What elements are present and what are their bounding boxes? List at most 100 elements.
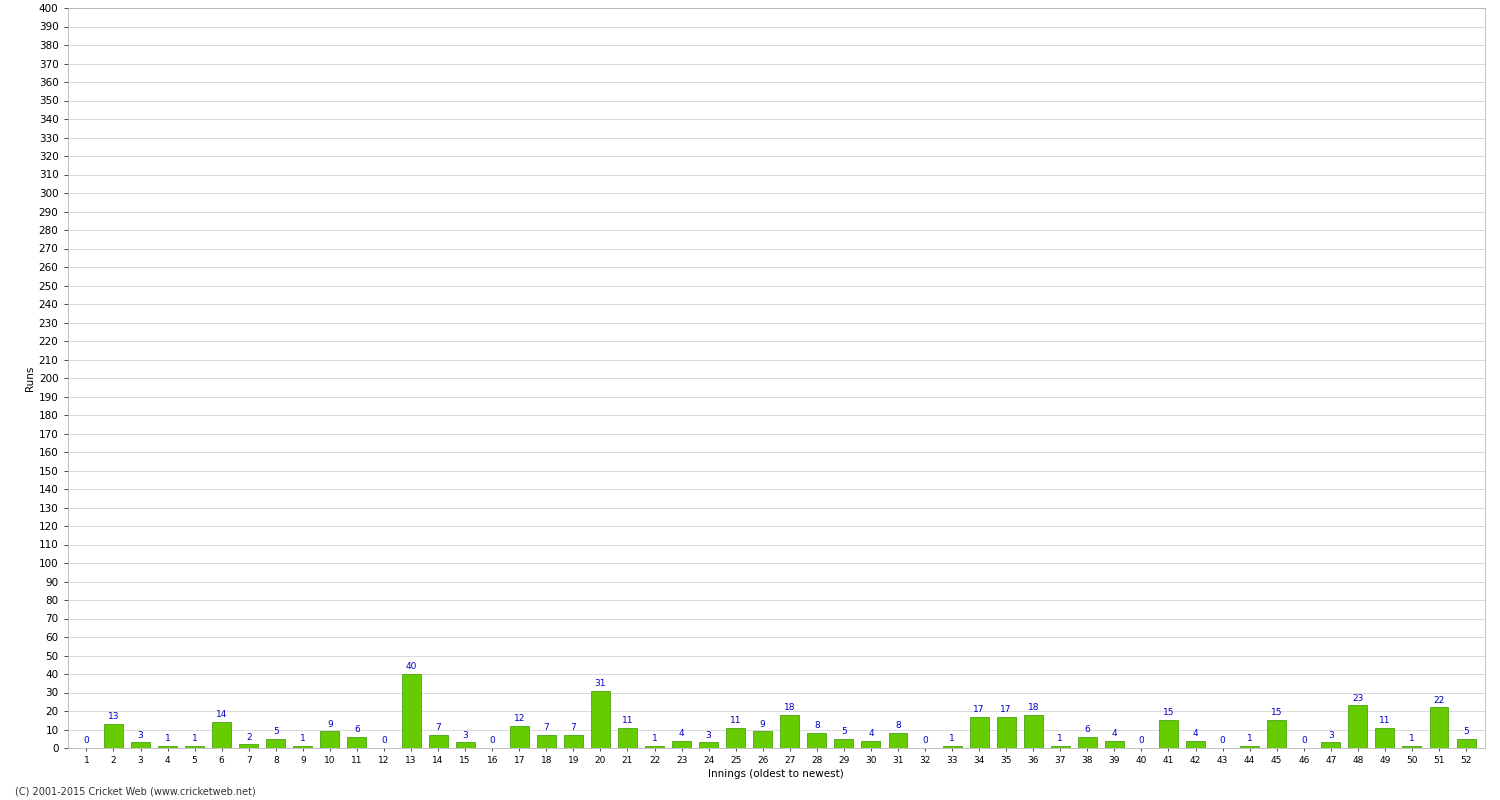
Bar bbox=[184, 746, 204, 748]
Text: 8: 8 bbox=[896, 722, 902, 730]
Bar bbox=[104, 724, 123, 748]
Text: 8: 8 bbox=[815, 722, 819, 730]
Bar bbox=[888, 734, 908, 748]
Bar bbox=[510, 726, 528, 748]
Bar bbox=[861, 741, 880, 748]
Text: 0: 0 bbox=[381, 736, 387, 746]
Text: 6: 6 bbox=[1084, 725, 1090, 734]
Bar bbox=[130, 742, 150, 748]
Bar bbox=[699, 742, 718, 748]
Text: 15: 15 bbox=[1162, 709, 1174, 718]
Text: 4: 4 bbox=[1192, 729, 1198, 738]
Text: 1: 1 bbox=[192, 734, 198, 743]
Text: 18: 18 bbox=[1028, 703, 1039, 712]
Text: 0: 0 bbox=[84, 736, 90, 746]
Text: 3: 3 bbox=[462, 730, 468, 740]
Bar bbox=[1106, 741, 1124, 748]
Bar bbox=[1402, 746, 1422, 748]
Bar bbox=[672, 741, 692, 748]
Text: 0: 0 bbox=[489, 736, 495, 746]
Bar bbox=[942, 746, 962, 748]
Text: 7: 7 bbox=[570, 723, 576, 732]
Bar bbox=[294, 746, 312, 748]
Text: 40: 40 bbox=[405, 662, 417, 671]
Bar bbox=[807, 734, 826, 748]
Text: 4: 4 bbox=[1112, 729, 1118, 738]
Text: 0: 0 bbox=[922, 736, 928, 746]
Text: 1: 1 bbox=[651, 734, 657, 743]
Text: 4: 4 bbox=[680, 729, 684, 738]
Bar bbox=[834, 738, 854, 748]
Bar bbox=[429, 735, 447, 748]
Text: 7: 7 bbox=[435, 723, 441, 732]
Bar bbox=[564, 735, 584, 748]
Bar bbox=[1052, 746, 1070, 748]
Bar bbox=[211, 722, 231, 748]
Bar bbox=[456, 742, 474, 748]
Text: 5: 5 bbox=[842, 727, 848, 736]
Text: 9: 9 bbox=[760, 719, 765, 729]
Text: 2: 2 bbox=[246, 733, 252, 742]
Text: 1: 1 bbox=[1246, 734, 1252, 743]
Text: 9: 9 bbox=[327, 719, 333, 729]
Text: 11: 11 bbox=[730, 716, 741, 725]
Text: 13: 13 bbox=[108, 712, 118, 721]
Bar bbox=[1376, 728, 1395, 748]
Bar bbox=[726, 728, 746, 748]
Text: 1: 1 bbox=[1408, 734, 1414, 743]
Bar bbox=[1078, 737, 1096, 748]
Text: 3: 3 bbox=[1328, 730, 1334, 740]
Bar bbox=[753, 731, 772, 748]
Bar bbox=[780, 714, 800, 748]
Text: 15: 15 bbox=[1270, 709, 1282, 718]
Bar bbox=[591, 690, 610, 748]
Y-axis label: Runs: Runs bbox=[24, 366, 34, 390]
Text: 3: 3 bbox=[705, 730, 711, 740]
Bar bbox=[348, 737, 366, 748]
Text: 6: 6 bbox=[354, 725, 360, 734]
Bar bbox=[618, 728, 638, 748]
Text: 17: 17 bbox=[974, 705, 986, 714]
Text: 22: 22 bbox=[1434, 695, 1444, 705]
Text: 18: 18 bbox=[784, 703, 795, 712]
Bar bbox=[1348, 706, 1368, 748]
Text: 14: 14 bbox=[216, 710, 228, 719]
Bar bbox=[996, 717, 1016, 748]
Text: 7: 7 bbox=[543, 723, 549, 732]
Bar bbox=[240, 744, 258, 748]
Text: 31: 31 bbox=[594, 679, 606, 688]
Bar bbox=[1024, 714, 1042, 748]
Text: 3: 3 bbox=[138, 730, 144, 740]
Text: 17: 17 bbox=[1000, 705, 1012, 714]
Text: 0: 0 bbox=[1138, 736, 1144, 746]
Bar bbox=[1430, 707, 1449, 748]
Bar bbox=[969, 717, 988, 748]
X-axis label: Innings (oldest to newest): Innings (oldest to newest) bbox=[708, 769, 844, 779]
Bar bbox=[267, 738, 285, 748]
Bar bbox=[402, 674, 420, 748]
Bar bbox=[321, 731, 339, 748]
Bar bbox=[1456, 738, 1476, 748]
Text: 1: 1 bbox=[1058, 734, 1064, 743]
Text: 4: 4 bbox=[868, 729, 873, 738]
Text: 0: 0 bbox=[1300, 736, 1306, 746]
Bar bbox=[1322, 742, 1341, 748]
Text: 5: 5 bbox=[1462, 727, 1468, 736]
Bar bbox=[158, 746, 177, 748]
Text: 5: 5 bbox=[273, 727, 279, 736]
Bar bbox=[1160, 720, 1178, 748]
Text: 11: 11 bbox=[621, 716, 633, 725]
Text: 1: 1 bbox=[950, 734, 956, 743]
Text: 1: 1 bbox=[300, 734, 306, 743]
Bar bbox=[645, 746, 664, 748]
Text: 0: 0 bbox=[1220, 736, 1226, 746]
Text: 11: 11 bbox=[1378, 716, 1390, 725]
Text: 23: 23 bbox=[1352, 694, 1364, 702]
Bar bbox=[1186, 741, 1204, 748]
Text: 1: 1 bbox=[165, 734, 171, 743]
Bar bbox=[537, 735, 556, 748]
Text: (C) 2001-2015 Cricket Web (www.cricketweb.net): (C) 2001-2015 Cricket Web (www.cricketwe… bbox=[15, 786, 255, 796]
Bar bbox=[1240, 746, 1258, 748]
Bar bbox=[1268, 720, 1286, 748]
Text: 12: 12 bbox=[513, 714, 525, 723]
